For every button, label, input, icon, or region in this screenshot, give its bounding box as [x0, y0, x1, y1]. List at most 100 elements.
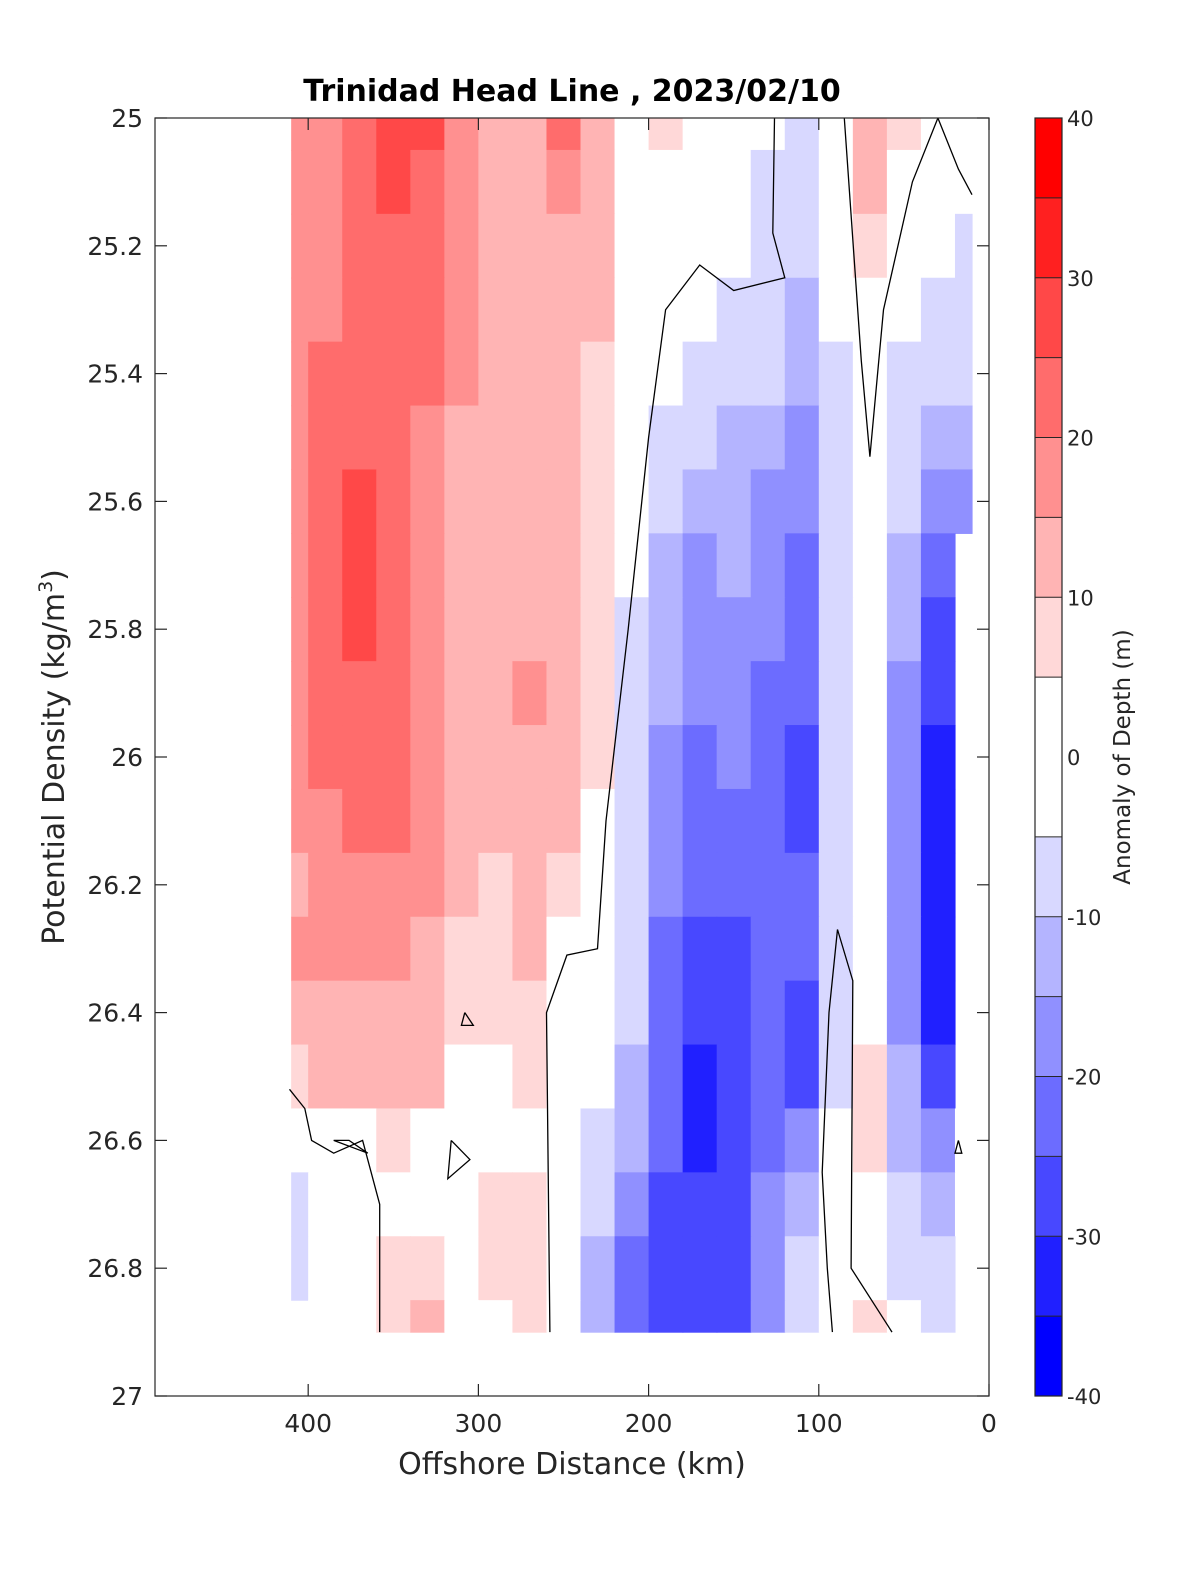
heatmap-cell — [308, 1300, 343, 1333]
heatmap-cell — [512, 788, 548, 854]
heatmap-cell — [784, 533, 820, 598]
heatmap-cell — [376, 597, 411, 662]
heatmap-cell — [444, 1108, 479, 1173]
heatmap-cell — [342, 213, 377, 279]
heatmap-cells — [291, 118, 973, 1333]
heatmap-cell — [478, 916, 514, 982]
heatmap-cell — [750, 277, 786, 343]
heatmap-cell — [886, 1300, 922, 1333]
heatmap-cell — [308, 213, 343, 279]
heatmap-cell — [410, 597, 445, 662]
heatmap-cell — [954, 341, 973, 407]
heatmap-cell — [342, 725, 377, 790]
heatmap-cell — [920, 916, 956, 982]
heatmap-cell — [614, 213, 650, 279]
heatmap-cell — [784, 1300, 820, 1333]
heatmap-cell — [784, 149, 820, 215]
heatmap-cell — [920, 469, 956, 534]
heatmap-cell — [920, 341, 956, 407]
y-tick-label: 25.2 — [87, 232, 143, 261]
colorbar-label: Anomaly of Depth (m) — [1110, 629, 1136, 884]
heatmap-cell — [682, 1236, 718, 1301]
heatmap-cell — [750, 1108, 786, 1173]
heatmap-cell — [818, 725, 854, 790]
heatmap-cell — [648, 916, 684, 982]
colorbar-segment — [1035, 836, 1062, 918]
heatmap-cell — [750, 1172, 786, 1237]
heatmap-cell — [291, 1236, 309, 1301]
heatmap-cell — [478, 980, 514, 1046]
heatmap-cell — [342, 149, 377, 215]
heatmap-cell — [750, 1300, 786, 1333]
heatmap-cell — [614, 1300, 650, 1333]
zero-contour-lines — [288, 118, 973, 1333]
heatmap-cell — [580, 980, 616, 1046]
heatmap-cell — [784, 852, 820, 918]
heatmap-cell — [546, 1044, 582, 1110]
heatmap-cell — [784, 341, 820, 407]
heatmap-cell — [614, 149, 650, 215]
heatmap-cell — [512, 661, 548, 726]
heatmap-cell — [478, 341, 514, 407]
heatmap-cell — [750, 852, 786, 918]
heatmap-cell — [546, 469, 582, 534]
heatmap-cell — [682, 405, 718, 471]
heatmap-cell — [376, 1300, 411, 1333]
heatmap-cell — [546, 405, 582, 471]
heatmap-cell — [852, 916, 888, 982]
heatmap-cell — [648, 533, 684, 598]
colorbar-segment — [1035, 197, 1062, 279]
heatmap-cell — [308, 118, 343, 151]
heatmap-cell — [291, 1108, 309, 1173]
heatmap-cell — [920, 1108, 956, 1173]
heatmap-cell — [580, 788, 616, 854]
heatmap-cell — [682, 469, 718, 534]
heatmap-cell — [444, 341, 479, 407]
heatmap-cell — [478, 1236, 514, 1301]
heatmap-cell — [648, 1172, 684, 1237]
heatmap-cell — [648, 149, 684, 215]
heatmap-cell — [376, 533, 411, 598]
heatmap-cell — [444, 1172, 479, 1237]
heatmap-cell — [342, 277, 377, 343]
heatmap-cell — [648, 1108, 684, 1173]
heatmap-cell — [716, 405, 752, 471]
heatmap-cell — [818, 1044, 854, 1110]
y-axis-label-base: Potential Density (kg/m — [37, 593, 72, 945]
heatmap-cell — [784, 1108, 820, 1173]
colorbar-segment — [1035, 1076, 1062, 1157]
heatmap-cell — [444, 1044, 479, 1110]
heatmap-cell — [444, 149, 479, 215]
heatmap-cell — [308, 852, 343, 918]
heatmap-cell — [716, 597, 752, 662]
heatmap-cell — [886, 661, 922, 726]
heatmap-cell — [546, 1172, 582, 1237]
heatmap-cell — [750, 118, 786, 151]
heatmap-cell — [784, 277, 820, 343]
heatmap-cell — [716, 980, 752, 1046]
y-tick-label: 27 — [111, 1382, 143, 1411]
heatmap-cell — [376, 1236, 411, 1301]
y-tick-label: 25.8 — [87, 615, 143, 644]
heatmap-cell — [818, 533, 854, 598]
heatmap-cell — [648, 118, 684, 151]
heatmap-cell — [614, 725, 650, 790]
heatmap-cell — [852, 1108, 888, 1173]
colorbar-tick-label: -40 — [1067, 1385, 1101, 1409]
heatmap-cell — [920, 149, 956, 215]
heatmap-cell — [852, 1236, 888, 1301]
heatmap-cell — [682, 916, 718, 982]
heatmap-cell — [342, 1172, 377, 1237]
heatmap-cell — [308, 533, 343, 598]
colorbar-tick-label: -20 — [1067, 1066, 1101, 1090]
heatmap-cell — [886, 1172, 922, 1237]
heatmap-cell — [478, 597, 514, 662]
heatmap-cell — [716, 341, 752, 407]
heatmap-cell — [546, 1300, 582, 1333]
colorbar-segment — [1035, 118, 1062, 199]
colorbar: 40 30 20 10 0 -10 -20 -30 -40 — [1034, 107, 1101, 1409]
heatmap-cell — [512, 1300, 548, 1333]
heatmap-cell — [546, 533, 582, 598]
heatmap-cell — [478, 1300, 514, 1333]
heatmap-cell — [682, 277, 718, 343]
